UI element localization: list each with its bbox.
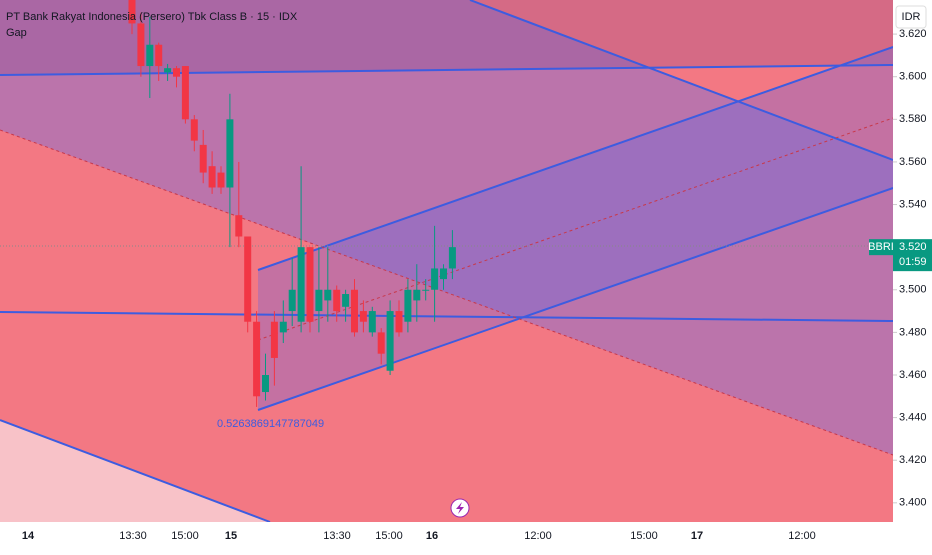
candle-body: [173, 68, 180, 77]
x-tick-label: 17: [691, 530, 703, 542]
candle-body: [368, 311, 376, 333]
y-tick-label: 3.580: [899, 113, 927, 125]
candle-body: [217, 172, 225, 188]
candle-body: [351, 289, 358, 333]
annotation: 0.5263869147787049: [217, 418, 324, 430]
countdown: 01:59: [899, 256, 927, 268]
candle-body: [270, 321, 278, 358]
y-tick-label: 3.480: [899, 326, 927, 338]
y-tick-label: 3.400: [899, 497, 927, 509]
candle-body: [155, 44, 163, 67]
y-tick-label: 3.600: [899, 71, 927, 83]
x-tick-label: 13:30: [119, 530, 147, 542]
candle-body: [244, 236, 252, 322]
x-tick-label: 15:00: [171, 530, 199, 542]
candle-body: [208, 166, 216, 188]
y-tick-label: 3.540: [899, 198, 927, 210]
candle-body: [386, 311, 394, 371]
candle-body: [253, 321, 261, 397]
symbol-label: BBRI: [868, 241, 894, 253]
candle-body: [315, 289, 323, 312]
x-tick-label: 12:00: [788, 530, 816, 542]
y-tick-label: 3.620: [899, 28, 927, 40]
time-axis: [0, 522, 893, 550]
zone: [0, 0, 893, 455]
dashed-lines: [0, 117, 894, 456]
candle-body: [306, 247, 314, 322]
candle-body: [404, 289, 412, 322]
last-price-label: 3.520: [899, 241, 927, 253]
candle-body: [226, 119, 234, 188]
candle-body: [128, 0, 136, 24]
y-tick-label: 3.560: [899, 156, 927, 168]
candle-body: [324, 289, 332, 301]
candle-body: [146, 44, 154, 67]
indicator-label: Gap: [6, 27, 27, 39]
background: [0, 0, 893, 522]
y-tick-label: 3.420: [899, 454, 927, 466]
price-axis: [893, 0, 932, 550]
y-tick-label: 3.460: [899, 369, 927, 381]
candle-body: [440, 268, 447, 280]
candle-body: [342, 294, 350, 307]
candle-body: [431, 268, 439, 290]
candle-body: [413, 289, 421, 301]
candle-body: [288, 289, 296, 312]
candle-body: [395, 311, 403, 333]
x-tick-label: 16: [426, 530, 438, 542]
trend-lines: [0, 0, 894, 523]
zone: [0, 0, 893, 75]
candle-body: [262, 374, 269, 393]
candle-body: [279, 321, 287, 333]
y-tick-label: 3.500: [899, 284, 927, 296]
candle-body: [181, 66, 189, 120]
candle-body: [422, 289, 430, 291]
candle-body: [137, 23, 145, 67]
currency-label: IDR: [902, 11, 921, 23]
candle-body: [297, 247, 305, 322]
candle-body: [199, 144, 207, 173]
y-tick-label: 3.440: [899, 412, 927, 424]
currency-box: [895, 5, 927, 29]
x-tick-label: 14: [22, 530, 35, 542]
candle-body: [377, 332, 385, 354]
candle-body: [235, 215, 243, 237]
candle-body: [448, 247, 456, 269]
candle-body: [190, 119, 198, 141]
candle-body: [359, 311, 367, 322]
candle-body: [333, 289, 341, 312]
event-icon-bolt: [456, 502, 464, 514]
x-tick-label: 13:30: [323, 530, 351, 542]
x-tick-label: 15:00: [630, 530, 658, 542]
candle-body: [164, 68, 172, 73]
x-tick-label: 12:00: [524, 530, 552, 542]
x-tick-label: 15:00: [375, 530, 403, 542]
symbol-box: [869, 239, 893, 256]
chart-title: PT Bank Rakyat Indonesia (Persero) Tbk C…: [6, 11, 298, 23]
x-tick-label: 15: [225, 530, 237, 542]
price-box: [893, 239, 932, 272]
